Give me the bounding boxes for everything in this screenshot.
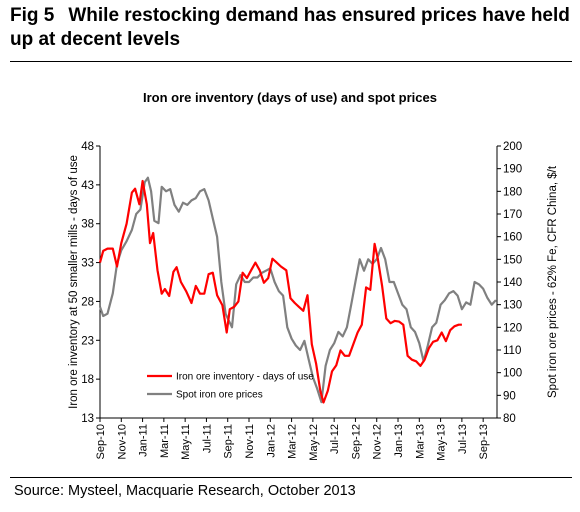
y2-tick-label: 100 bbox=[503, 368, 522, 380]
x-tick-label: Jan-11 bbox=[138, 424, 150, 457]
legend: Iron ore inventory - days of use Spot iro… bbox=[147, 372, 314, 401]
figure-title-text: While restocking demand has ensured pric… bbox=[10, 5, 570, 50]
x-tick-label: Mar-11 bbox=[159, 424, 171, 458]
series-layer bbox=[98, 176, 497, 404]
y2-tick-label: 180 bbox=[503, 186, 522, 198]
x-tick-label: Sep-10 bbox=[95, 424, 107, 459]
legend-label-spot-price: Spot iron ore prices bbox=[176, 390, 263, 401]
source-note: Source: Mysteel, Macquarie Research, Oct… bbox=[14, 483, 356, 499]
y-tick-label: 28 bbox=[81, 296, 94, 308]
y2-tick-label: 160 bbox=[503, 232, 522, 244]
y2-axis-label: Spot iron ore prices - 62% Fe, CFR China… bbox=[547, 165, 559, 398]
y2-tick-label: 120 bbox=[503, 322, 522, 334]
x-tick-label: Sep-13 bbox=[478, 424, 490, 459]
x-tick-label: Mar-13 bbox=[414, 424, 426, 459]
y-tick-label: 13 bbox=[81, 413, 94, 425]
y2-tick-label: 130 bbox=[503, 300, 522, 312]
y2-tick-label: 90 bbox=[503, 390, 516, 402]
figure-number: Fig 5 bbox=[10, 5, 55, 26]
figure-title: Fig 5 While restocking demand has ensured… bbox=[10, 4, 570, 52]
y2-tick-label: 110 bbox=[503, 345, 521, 357]
source-rule bbox=[10, 477, 572, 478]
x-tick-label: Jul-11 bbox=[201, 424, 213, 453]
x-tick-label: Mar-12 bbox=[287, 424, 299, 459]
y2-tick-label: 140 bbox=[503, 277, 522, 289]
y2-tick-label: 80 bbox=[503, 413, 516, 425]
legend-label-inventory: Iron ore inventory - days of use bbox=[176, 372, 314, 383]
y2-tick-label: 170 bbox=[503, 209, 522, 221]
x-tick-label: Nov-11 bbox=[244, 424, 256, 459]
y-tick-label: 48 bbox=[81, 141, 94, 153]
y-tick-label: 43 bbox=[81, 180, 94, 192]
x-tick-label: Nov-10 bbox=[116, 424, 128, 459]
x-tick-label: May-12 bbox=[308, 424, 320, 461]
y2-tick-label: 190 bbox=[503, 164, 522, 176]
y-tick-label: 38 bbox=[81, 219, 94, 231]
y-tick-label: 33 bbox=[81, 258, 94, 270]
axes: 13 18 23 28 33 38 43 48 80 90 100 110 120 130 140 150 16… bbox=[81, 141, 522, 461]
x-tick-label: Jan-12 bbox=[265, 424, 277, 458]
x-tick-label: May-13 bbox=[436, 424, 448, 461]
x-tick-label: Nov-12 bbox=[372, 424, 384, 459]
y2-tick-label: 150 bbox=[503, 254, 522, 266]
title-rule bbox=[10, 61, 572, 62]
x-tick-label: Sep-11 bbox=[223, 424, 235, 459]
x-tick-label: Jan-13 bbox=[393, 424, 405, 458]
inventory-series-line bbox=[98, 179, 462, 404]
y2-tick-label: 200 bbox=[503, 141, 522, 153]
y-tick-label: 18 bbox=[81, 374, 94, 386]
x-tick-label: Jul-13 bbox=[457, 424, 469, 454]
y-tick-label: 23 bbox=[81, 335, 94, 347]
x-tick-label: May-11 bbox=[180, 424, 192, 460]
x-tick-label: Sep-12 bbox=[350, 424, 362, 459]
y-axis-label: Iron ore inventory at 50 smaller mills -… bbox=[68, 155, 80, 409]
spot-price-series-line bbox=[98, 176, 497, 404]
chart-title: Iron ore inventory (days of use) and spo… bbox=[142, 90, 437, 105]
x-tick-label: Jul-12 bbox=[329, 424, 341, 454]
